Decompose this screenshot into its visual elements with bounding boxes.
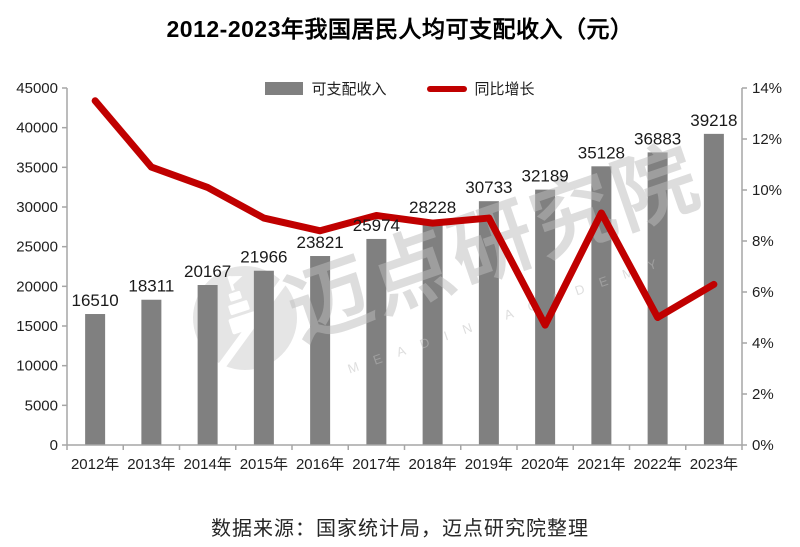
bar-2018年: [422, 221, 443, 445]
bar-value-labels: 16510 18311 20167 21966 23821 25974 28228 30733…: [71, 111, 737, 310]
bar-value-label: 28228: [409, 198, 456, 217]
bar-2023年: [703, 133, 724, 445]
bar-value-label: 18311: [128, 277, 174, 296]
right-axis-tick: 12%: [752, 131, 782, 148]
line-swatch-icon: [426, 85, 467, 92]
legend: 可支配收入 同比增长: [0, 78, 800, 99]
left-axis-tick: 10000: [16, 358, 58, 375]
bar-2012年: [85, 314, 106, 445]
x-axis-label: 2016年: [296, 456, 344, 473]
x-axis-label: 2012年: [71, 456, 119, 473]
bar-2013年: [141, 299, 162, 445]
x-axis-label: 2019年: [465, 456, 513, 473]
x-axis-label: 2015年: [240, 456, 288, 473]
right-axis-tick: 8%: [752, 233, 774, 250]
bar-series: [85, 133, 724, 445]
bar-2015年: [253, 270, 274, 445]
axis-tick-labels: 0 5000 10000 15000 20000 25000 30000 35000 40000…: [16, 80, 782, 473]
left-axis-tick: 30000: [16, 199, 58, 216]
left-axis-tick: 20000: [16, 278, 58, 295]
bar-value-label: 36883: [634, 129, 681, 148]
right-axis-tick: 2%: [752, 386, 774, 403]
bar-2016年: [310, 256, 331, 445]
x-axis-label: 2014年: [183, 456, 231, 473]
bar-2019年: [478, 201, 499, 445]
bar-2020年: [535, 189, 556, 445]
bar-2017年: [366, 238, 387, 445]
left-axis-tick: 40000: [16, 120, 58, 137]
right-axis-tick: 10%: [752, 182, 782, 199]
bar-2022年: [647, 152, 668, 445]
right-axis-tick: 6%: [752, 284, 774, 301]
left-axis-tick: 15000: [16, 318, 58, 335]
growth-line: [91, 97, 718, 329]
bar-value-label: 23821: [296, 233, 343, 252]
bar-value-label: 35128: [578, 143, 625, 162]
bar-value-label: 25974: [353, 216, 400, 235]
bar-value-label: 16510: [71, 291, 118, 310]
bar-2014年: [197, 285, 218, 445]
right-axis-tick: 14%: [752, 80, 782, 97]
bar-value-label: 30733: [465, 178, 512, 197]
bar-value-label: 20167: [184, 262, 231, 281]
bar-value-label: 32189: [521, 167, 568, 186]
legend-label-income: 可支配收入: [311, 81, 387, 98]
data-source-note: 数据来源：国家统计局，迈点研究院整理: [211, 518, 589, 540]
left-axis-tick: 35000: [16, 159, 58, 176]
x-axis-label: 2021年: [577, 456, 625, 473]
x-axis-label: 2018年: [408, 456, 456, 473]
x-axis-label: 2020年: [521, 456, 569, 473]
x-axis-label: 2013年: [127, 456, 175, 473]
legend-item-income[interactable]: 可支配收入: [265, 78, 387, 99]
left-axis-tick: 0: [50, 437, 58, 454]
right-axis-tick: 4%: [752, 335, 774, 352]
left-axis-tick: 5000: [25, 397, 58, 414]
bar-swatch-icon: [265, 82, 304, 95]
axes: [62, 87, 747, 450]
x-axis-label: 2022年: [633, 456, 681, 473]
x-axis-label: 2023年: [690, 456, 738, 473]
left-axis-tick: 45000: [16, 80, 58, 97]
chart-title: 2012-2023年我国居民人均可支配收入（元）: [166, 16, 634, 42]
legend-label-growth: 同比增长: [474, 81, 535, 98]
legend-item-growth[interactable]: 同比增长: [426, 78, 535, 99]
left-axis-tick: 25000: [16, 239, 58, 256]
right-axis-tick: 0%: [752, 437, 774, 454]
x-axis-label: 2017年: [352, 456, 400, 473]
bar-value-label: 39218: [690, 111, 737, 130]
bar-2021年: [591, 166, 612, 445]
bar-value-label: 21966: [240, 248, 287, 267]
